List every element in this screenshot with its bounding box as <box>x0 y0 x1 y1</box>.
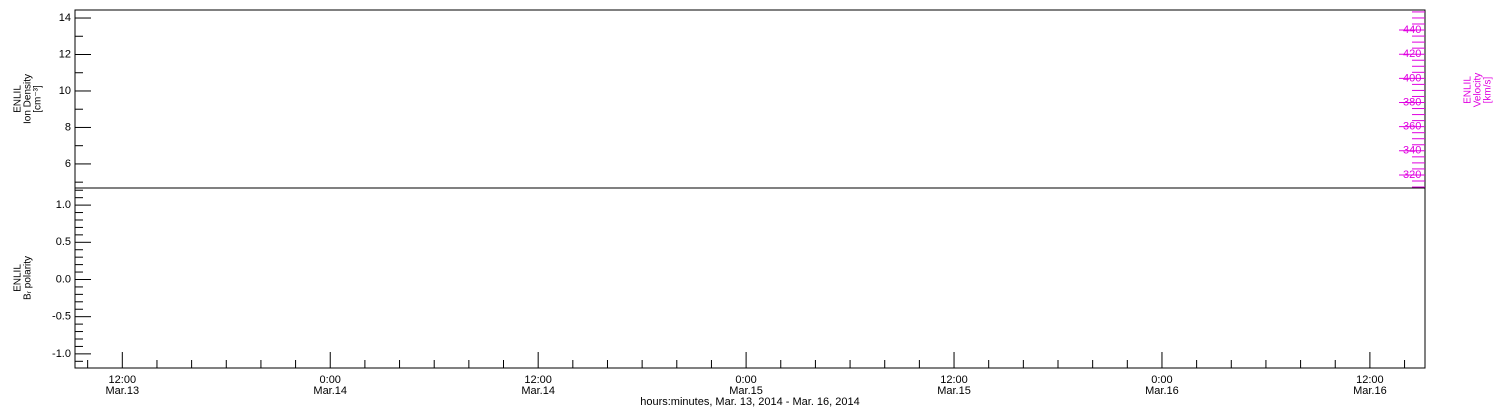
y2-tick-label: 440 <box>1403 24 1421 36</box>
plot-frame <box>74 187 1426 369</box>
x-tick-label: 12:00 Mar.15 <box>937 374 971 397</box>
y-tick-label: -1.0 <box>52 348 71 360</box>
y-axis-label: ENLIL <box>13 85 24 113</box>
y-tick-label: 0.0 <box>56 273 71 285</box>
y-axis-label: ENLIL <box>13 264 24 292</box>
y2-axis-label: ENLIL <box>1463 76 1474 104</box>
y2-tick-label: 320 <box>1403 169 1421 181</box>
x-tick-label: 0:00 Mar.14 <box>313 374 347 397</box>
y2-tick-label: 420 <box>1403 48 1421 60</box>
y-tick-label: -0.5 <box>52 311 71 323</box>
x-tick-label: 0:00 Mar.15 <box>729 374 763 397</box>
y2-axis-label: [km/s] <box>1483 76 1494 103</box>
y-axis-label: [cm⁻³] <box>33 85 44 113</box>
y-tick-label: 8 <box>65 121 71 133</box>
x-tick-label: 12:00 Mar.13 <box>105 374 139 397</box>
y2-tick-label: 360 <box>1403 121 1421 133</box>
y-axis-label: Bᵣ polarity <box>23 256 34 300</box>
y2-tick-label: 400 <box>1403 72 1421 84</box>
plot-frame <box>74 9 1426 189</box>
x-tick-label: 12:00 Mar.14 <box>521 374 555 397</box>
y-tick-label: 1.0 <box>56 199 71 211</box>
x-tick-label: 12:00 Mar.16 <box>1353 374 1387 397</box>
y-tick-label: 0.5 <box>56 236 71 248</box>
y2-tick-label: 380 <box>1403 96 1421 108</box>
y-axis-label: Ion Density <box>23 74 34 124</box>
y-tick-label: 12 <box>59 48 71 60</box>
y2-tick-label: 340 <box>1403 145 1421 157</box>
y2-axis-label: Velocity <box>1473 73 1484 107</box>
x-axis-label: hours:minutes, Mar. 13, 2014 - Mar. 16, … <box>640 396 860 408</box>
y-tick-label: 6 <box>65 158 71 170</box>
x-tick-label: 0:00 Mar.16 <box>1145 374 1179 397</box>
y-tick-label: 14 <box>59 12 71 24</box>
y-tick-label: 10 <box>59 85 71 97</box>
